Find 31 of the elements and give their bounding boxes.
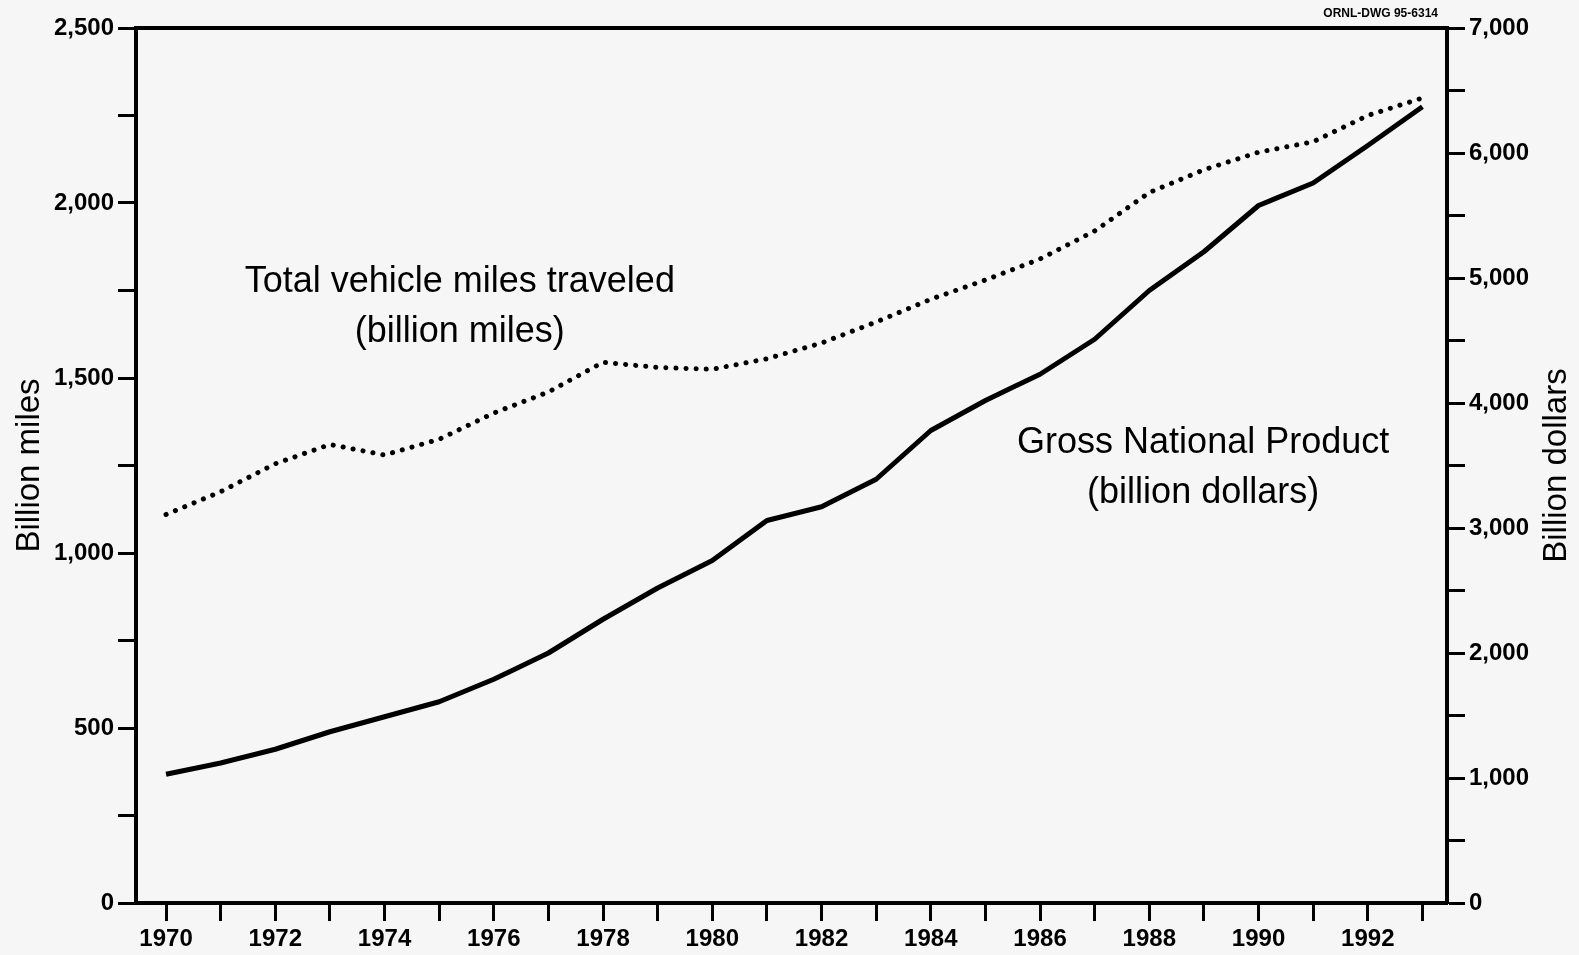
- x-tick-label: 1972: [248, 924, 302, 952]
- x-tick-label: 1974: [357, 924, 412, 952]
- x-tick-label: 1976: [467, 924, 521, 952]
- x-tick-label: 1990: [1231, 924, 1286, 952]
- x-tick-label: 1980: [685, 924, 739, 952]
- text: ORNL-DWG 95-6314: [1323, 6, 1439, 21]
- y-tick-label: 1,000: [53, 537, 114, 565]
- y2-tick-label: 5,000: [1469, 262, 1530, 290]
- legend-label: Gross National Product (billion dollars): [1017, 419, 1390, 511]
- x-tick-label: 1988: [1122, 924, 1176, 952]
- y2-tick-label: 0: [1469, 887, 1483, 915]
- x-tick-label: 1986: [1013, 924, 1067, 952]
- x-tick-label: 1992: [1341, 924, 1395, 952]
- y-tick-label: 0: [100, 887, 114, 915]
- y-tick-label: 1,500: [53, 362, 114, 390]
- x-tick-label: 1970: [139, 924, 193, 952]
- y2-tick-label: 1,000: [1469, 762, 1530, 790]
- x-tick-label: 1982: [794, 924, 849, 952]
- y2-tick-label: 3,000: [1469, 512, 1530, 540]
- x-tick-label: 1978: [576, 924, 630, 952]
- y2-axis-title: Billion dollars: [1536, 368, 1574, 563]
- y2-tick-label: 4,000: [1469, 387, 1530, 415]
- y2-tick-label: 2,000: [1469, 637, 1530, 665]
- series-label: Total vehicle miles traveled (billion miles): [244, 258, 675, 350]
- y-tick-label: 2,500: [53, 12, 114, 40]
- y-tick-label: 500: [73, 712, 114, 740]
- y2-tick-label: 7,000: [1469, 12, 1530, 40]
- x-tick-label: 1984: [904, 924, 959, 952]
- y2-tick-label: 6,000: [1469, 137, 1530, 165]
- y-axis-title: Billion miles: [9, 378, 47, 553]
- y-tick-label: 2,000: [53, 187, 114, 215]
